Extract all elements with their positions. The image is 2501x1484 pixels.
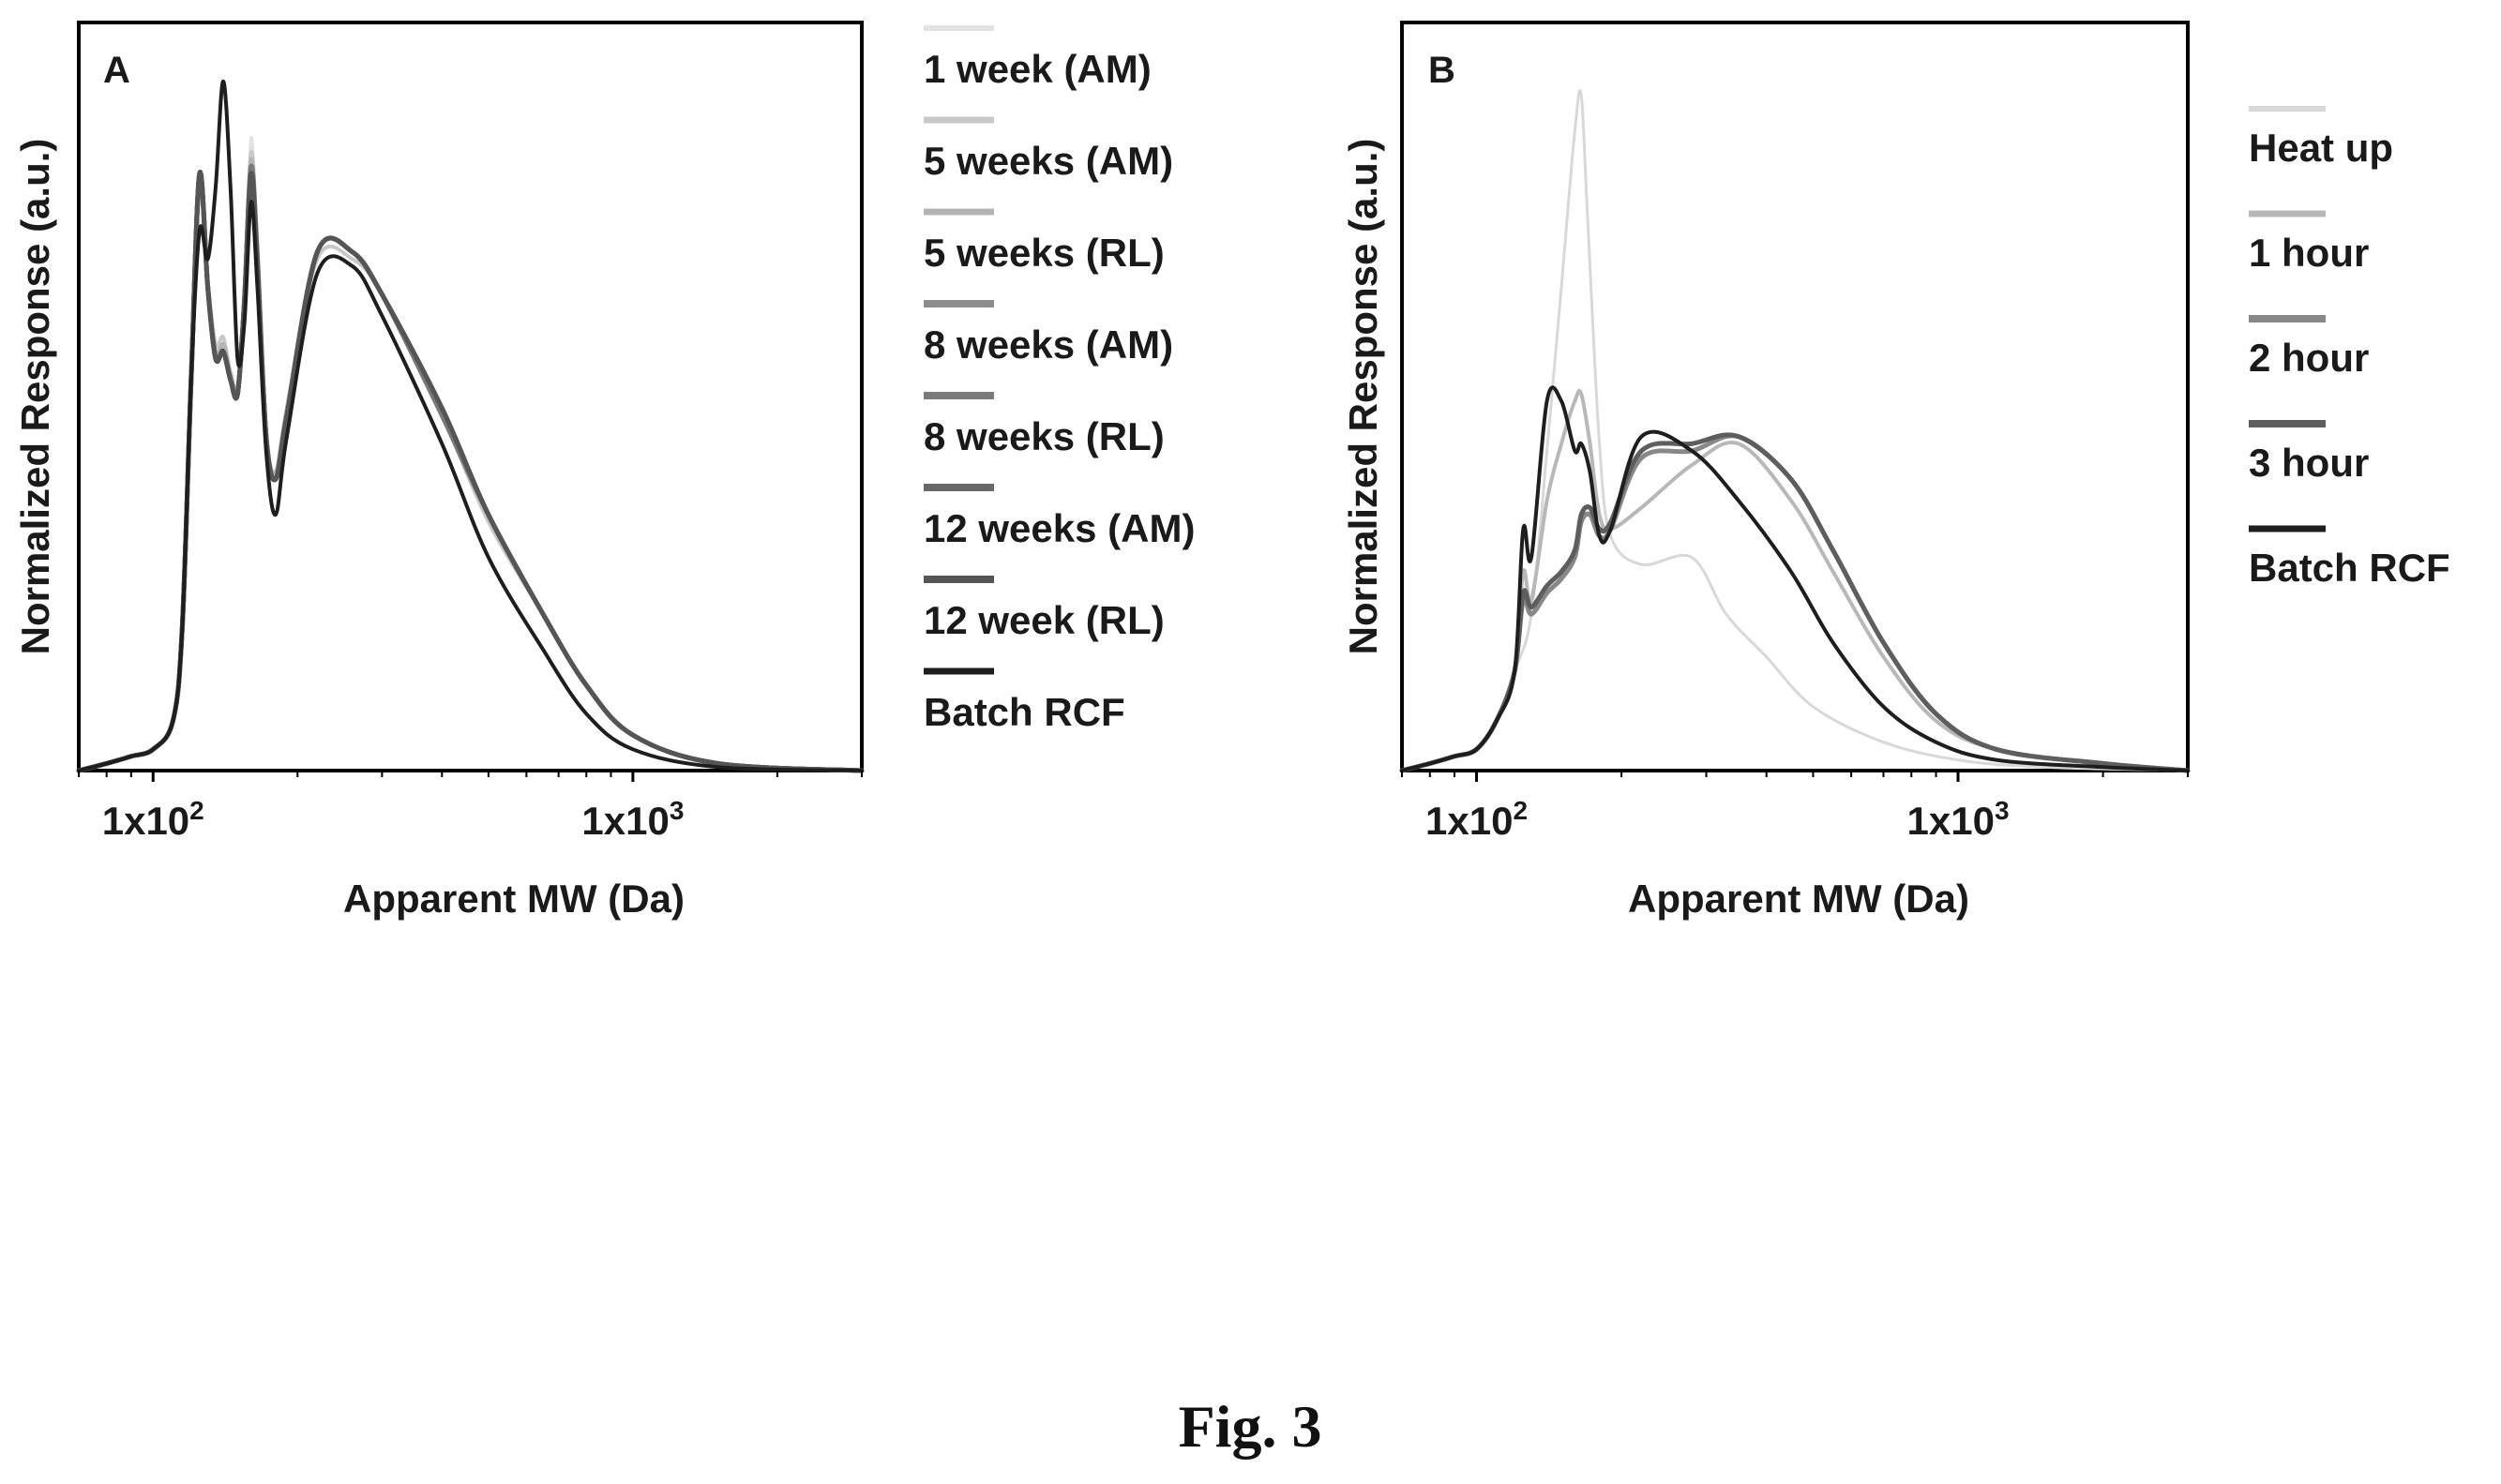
panel-a-xlabel: Apparent MW (Da)	[343, 877, 685, 921]
panel-a-tick-label-0: 1x102	[102, 796, 204, 843]
panel-b-legend-label-2: 2 hour	[2249, 336, 2369, 380]
panel-a-ylabel: Normalized Response (a.u.)	[13, 139, 57, 655]
panel-b-legend-label-0: Heat up	[2249, 126, 2393, 170]
panel-a-legend-label-3: 8 weeks (AM)	[924, 322, 1173, 367]
panel-a-legend-label-2: 5 weeks (RL)	[924, 231, 1165, 275]
panel-b-label: B	[1428, 50, 1455, 91]
panel-b-tick-label-0: 1x102	[1425, 796, 1528, 843]
panel-a-plot-area	[76, 79, 865, 773]
panel-a-tick-label-1: 1x103	[581, 796, 684, 843]
panel-b-legend: Heat up 1 hour 2 hour 3 hour Batch RCF	[2249, 106, 2450, 590]
panel-b-ylabel: Normalized Response (a.u.)	[1341, 139, 1385, 655]
panel-b-tick-label-1: 1x103	[1907, 796, 2010, 843]
panel-b-legend-label-3: 3 hour	[2249, 441, 2369, 485]
panel-a: A Normalized Response (a.u.) Apparent MW…	[13, 21, 1195, 921]
panel-a-label: A	[103, 50, 130, 91]
panel-a-legend-label-5: 12 weeks (AM)	[924, 506, 1195, 550]
panel-a-legend-label-7: Batch RCF	[924, 690, 1125, 734]
panel-a-legend-label-0: 1 week (AM)	[924, 47, 1152, 91]
panel-a-legend: 1 week (AM) 5 weeks (AM) 5 weeks (RL) 8 wee…	[924, 25, 1195, 734]
panel-b-legend-label-1: 1 hour	[2249, 231, 2369, 275]
panel-a-legend-label-4: 8 weeks (RL)	[924, 414, 1165, 458]
panel-b-ticks: 1x102 1x103	[1401, 771, 2189, 843]
panel-b: B Normalized Response (a.u.) Apparent MW…	[1341, 21, 2450, 921]
panel-a-ticks: 1x102 1x103	[78, 771, 863, 843]
panel-b-xlabel: Apparent MW (Da)	[1628, 877, 1969, 921]
panel-b-series-line-0	[1400, 89, 2190, 772]
panel-a-legend-label-1: 5 weeks (AM)	[924, 139, 1173, 183]
panel-b-legend-label-4: Batch RCF	[2249, 546, 2450, 590]
panel-b-frame	[1400, 21, 2190, 772]
panel-b-plot-area	[1399, 89, 2191, 773]
panel-a-frame	[77, 21, 864, 772]
figure-caption: Fig. 3	[1179, 1393, 1322, 1460]
panel-a-series-line-7	[77, 79, 864, 772]
panel-a-legend-label-6: 12 week (RL)	[924, 598, 1165, 642]
panel-b-series-line-4	[1400, 385, 2190, 772]
